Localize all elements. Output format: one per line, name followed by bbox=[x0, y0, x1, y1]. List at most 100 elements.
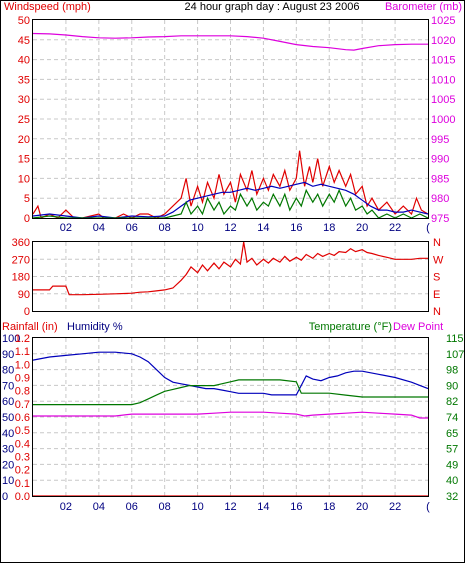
windspeed-line bbox=[32, 188, 429, 219]
direction-degree-tick: 0 bbox=[24, 306, 30, 318]
x-tick: 18 bbox=[323, 222, 335, 234]
panel-1-x-tick-labels: 02 04 06 08 10 12 14 16 18 20 22 ( bbox=[60, 222, 430, 234]
rainfall-tick: 1.2 bbox=[15, 333, 30, 345]
wind-direction-line bbox=[33, 241, 428, 296]
barometer-line bbox=[32, 32, 428, 51]
temperature-tick: 40 bbox=[446, 475, 458, 487]
humidity-line bbox=[32, 351, 429, 396]
rainfall-tick: 0.1 bbox=[15, 478, 30, 490]
panel-1-series bbox=[32, 32, 429, 219]
panel-3-grid bbox=[33, 338, 428, 496]
temperature-tick: 74 bbox=[446, 412, 458, 424]
barometer-tick: 1020 bbox=[431, 35, 455, 47]
humidity-tick: 20 bbox=[2, 459, 14, 471]
x-tick: 02 bbox=[60, 222, 72, 234]
direction-compass-tick: E bbox=[433, 289, 440, 301]
x-tick: 18 bbox=[323, 501, 335, 513]
humidity-tick: 40 bbox=[2, 428, 14, 440]
panel-3-frame bbox=[32, 337, 429, 497]
panel-1-grid bbox=[33, 20, 428, 218]
windspeed-axis-label: Windspeed (mph) bbox=[4, 1, 91, 13]
barometer-tick: 985 bbox=[431, 173, 449, 185]
windspeed-tick: 30 bbox=[18, 94, 30, 106]
x-tick: ( bbox=[426, 501, 430, 513]
windspeed-tick: 35 bbox=[18, 74, 30, 86]
x-tick: 14 bbox=[257, 222, 269, 234]
rainfall-tick: 0.6 bbox=[15, 412, 30, 424]
temperature-tick: 57 bbox=[446, 444, 458, 456]
direction-compass-tick: N bbox=[433, 306, 441, 318]
panel-3-x-tick-labels: 02 04 06 08 10 12 14 16 18 20 22 ( bbox=[60, 501, 430, 513]
x-tick: 12 bbox=[224, 501, 236, 513]
humidity-tick: 80 bbox=[2, 365, 14, 377]
temperature-tick: 98 bbox=[446, 365, 458, 377]
x-tick: 06 bbox=[126, 501, 138, 513]
panel-2-series bbox=[33, 241, 428, 296]
humidity-tick: 100 bbox=[2, 333, 20, 345]
direction-degree-tick: 90 bbox=[18, 289, 30, 301]
x-tick: 10 bbox=[191, 501, 203, 513]
rainfall-tick: 0.4 bbox=[15, 438, 30, 450]
direction-compass-tick: W bbox=[433, 254, 444, 266]
x-tick: 08 bbox=[159, 222, 171, 234]
x-tick: ( bbox=[426, 222, 430, 234]
windspeed-tick: 15 bbox=[18, 154, 30, 166]
x-tick: 22 bbox=[389, 501, 401, 513]
windspeed-gust-line bbox=[32, 150, 429, 219]
windspeed-tick-labels: 0 5 10 15 20 25 30 35 40 45 50 bbox=[18, 15, 30, 225]
windspeed-average-line bbox=[32, 181, 429, 219]
temperature-tick: 82 bbox=[446, 396, 458, 408]
rainfall-tick: 0.8 bbox=[15, 386, 30, 398]
barometer-tick-labels: 975 980 985 990 995 1000 1005 1010 1015 1020 1025 bbox=[431, 15, 455, 225]
rainfall-tick: 1.0 bbox=[15, 359, 30, 371]
x-tick: 22 bbox=[389, 222, 401, 234]
dewpoint-axis-label: Dew Point bbox=[393, 321, 443, 333]
temperature-tick: 32 bbox=[446, 491, 458, 503]
rainfall-tick: 0.5 bbox=[15, 425, 30, 437]
direction-compass-tick: S bbox=[433, 272, 440, 284]
x-tick: 14 bbox=[257, 501, 269, 513]
barometer-tick: 975 bbox=[431, 213, 449, 225]
humidity-tick: 90 bbox=[2, 349, 14, 361]
temperature-line bbox=[33, 379, 428, 406]
rainfall-tick: 0.2 bbox=[15, 465, 30, 477]
barometer-tick: 1015 bbox=[431, 55, 455, 67]
temperature-tick: 65 bbox=[446, 428, 458, 440]
humidity-tick: 10 bbox=[2, 475, 14, 487]
windspeed-tick: 10 bbox=[18, 173, 30, 185]
humidity-tick: 0 bbox=[2, 491, 8, 503]
temperature-axis-label: Temperature (°F) bbox=[309, 321, 392, 333]
temperature-tick: 115 bbox=[446, 333, 464, 345]
x-tick: 16 bbox=[290, 501, 302, 513]
barometer-tick: 1000 bbox=[431, 114, 455, 126]
direction-degree-tick-labels: 0 90 180 270 360 bbox=[12, 237, 30, 318]
x-tick: 20 bbox=[356, 222, 368, 234]
rainfall-tick: 1.1 bbox=[15, 346, 30, 358]
rainfall-tick: 0.0 bbox=[15, 491, 30, 503]
x-tick: 06 bbox=[126, 222, 138, 234]
barometer-tick: 1010 bbox=[431, 74, 455, 86]
windspeed-tick: 25 bbox=[18, 114, 30, 126]
windspeed-tick: 0 bbox=[24, 213, 30, 225]
rainfall-axis-label: Rainfall (in) bbox=[2, 321, 58, 333]
x-tick: 20 bbox=[356, 501, 368, 513]
direction-degree-tick: 270 bbox=[12, 254, 30, 266]
windspeed-tick: 50 bbox=[18, 15, 30, 27]
barometer-tick: 1005 bbox=[431, 94, 455, 106]
windspeed-tick: 40 bbox=[18, 55, 30, 67]
temperature-tick-labels: 32 40 49 57 65 74 82 90 98 107 115 bbox=[446, 333, 464, 503]
rainfall-tick: 0.3 bbox=[15, 452, 30, 464]
humidity-tick: 60 bbox=[2, 396, 14, 408]
barometer-axis-label: Barometer (mb) bbox=[385, 1, 462, 13]
panel-1-frame bbox=[32, 19, 429, 219]
rainfall-tick: 0.7 bbox=[15, 399, 30, 411]
x-tick: 10 bbox=[191, 222, 203, 234]
temperature-tick: 107 bbox=[446, 349, 464, 361]
x-tick: 16 bbox=[290, 222, 302, 234]
x-tick: 02 bbox=[60, 501, 72, 513]
rainfall-tick: 0.9 bbox=[15, 373, 30, 385]
